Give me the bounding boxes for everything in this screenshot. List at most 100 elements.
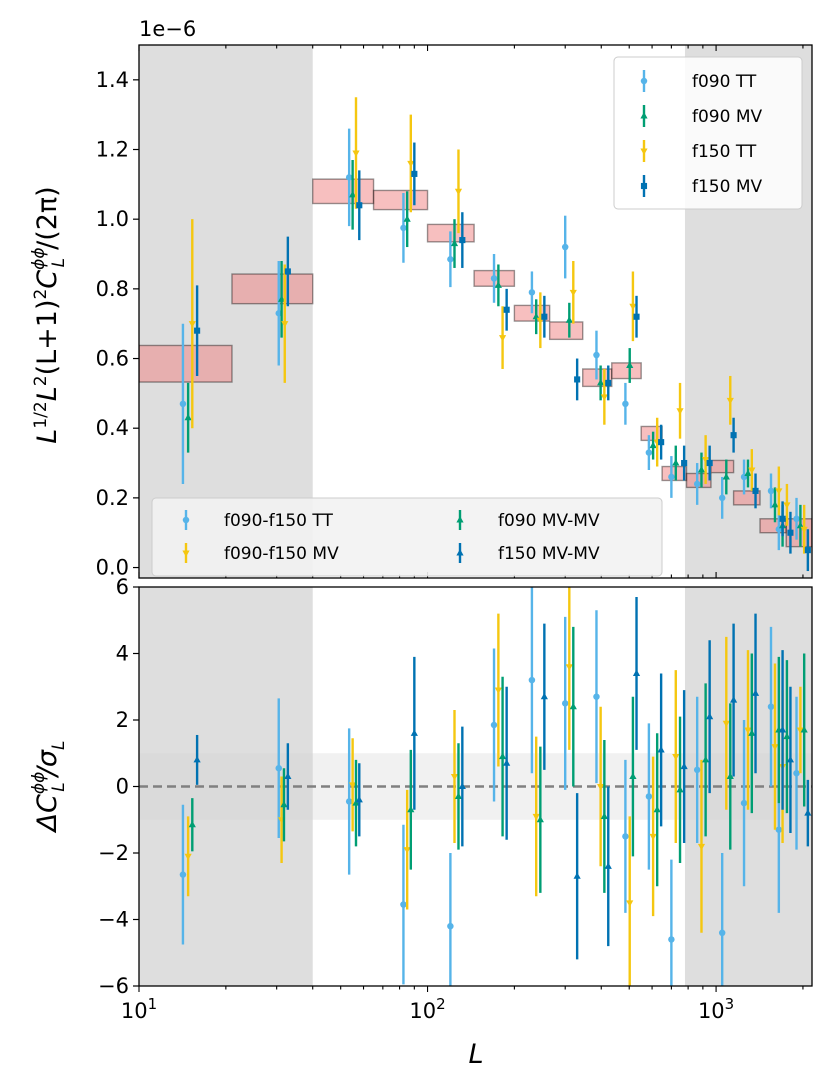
data-point [793,515,800,523]
data-point [629,772,637,780]
top-legend: f090 TT f090 MV f150 TT f150 MV [613,56,803,210]
legend-label: f090-f150 MV [224,544,339,564]
x-tick-label: 101 [121,995,157,1023]
data-point [355,795,363,803]
theory-box [661,465,688,482]
data-point [786,755,795,763]
series-f090-f150-mv [184,587,805,986]
data-point [407,160,415,168]
data-point [541,313,548,320]
data-point [194,327,201,334]
data-point [681,459,688,467]
data-point [498,335,507,342]
legend-marker [182,550,190,557]
legend-marker [640,148,648,155]
y-tick-label: −2 [98,841,129,865]
y-tick-label: 0.6 [96,347,129,371]
data-point [668,936,675,943]
data-point [498,752,507,760]
data-point [600,812,608,819]
y-tick-label: 0.8 [96,277,129,301]
theory-box [710,459,735,474]
data-point [528,676,536,684]
data-point [275,310,282,317]
data-point [532,813,540,821]
y-tick-label: 2 [116,708,129,732]
data-point [597,378,605,386]
data-point [740,799,748,807]
data-point [804,809,812,816]
data-point [767,703,775,710]
data-point [352,799,360,806]
legend-marker [456,549,464,556]
data-point [744,469,752,477]
data-point [626,900,634,907]
data-point [751,689,760,696]
series-f150-mv [194,142,811,572]
data-point [345,174,353,181]
data-point [622,400,629,408]
data-point [800,726,808,733]
data-point [284,772,292,780]
series-f090-tt [179,128,800,551]
offset-text: 1e−6 [139,17,196,41]
data-point [718,494,726,502]
data-point [775,826,783,833]
data-point [726,772,734,780]
data-point [540,692,548,700]
data-point [454,188,463,196]
theory-box [548,321,584,341]
data-point [744,727,752,734]
data-point [722,473,730,480]
data-point [771,744,779,751]
data-point [653,805,661,813]
data-point [726,397,734,405]
x-tick-label: 102 [409,995,445,1023]
data-point [569,702,577,710]
data-point [411,170,418,177]
bottom-ylabel: ΔCϕϕL/σL [29,741,69,834]
legend-label: f150 MV-MV [498,544,600,564]
data-point [450,774,459,781]
data-point [352,150,360,157]
data-point [188,820,196,828]
data-point [605,379,612,386]
data-point [778,726,787,733]
data-point [668,473,675,481]
data-point [787,529,794,536]
data-point [730,432,737,439]
y-tick-label: 0.2 [96,486,129,510]
data-point [702,755,710,763]
y-tick-label: 1.0 [96,207,129,231]
data-point [645,793,653,800]
legend-label: f150 MV [692,177,763,197]
data-point [573,872,581,879]
data-point [722,720,730,728]
data-point [494,687,502,695]
data-point [718,929,726,937]
data-point [490,721,498,729]
top-panel-frame [138,44,813,579]
data-point [561,243,569,251]
y-tick-label: 0 [116,775,129,799]
bottom-legend: f090-f150 TT f090-f150 MV f090 MV-MV f150 M… [151,497,663,577]
data-point [633,313,640,320]
data-point [597,783,605,791]
top-ylabel: L1/2L2(L+1)2CϕϕL/(2π) [29,186,69,443]
top-panel: 0.00.20.40.60.81.01.21.4 1e−6 f090 TTf09… [29,17,813,580]
y-tick-label: 1.2 [96,138,129,162]
data-point [450,239,459,247]
legend-marker [640,182,648,190]
data-point [528,289,536,296]
data-point [658,439,665,446]
data-point [593,351,600,359]
data-point [193,755,201,763]
data-point [447,256,454,263]
data-point [454,792,463,799]
theory-box [611,362,642,380]
legend-frame [151,497,663,577]
y-tick-label: 1.4 [96,68,129,92]
theory-box [640,425,663,442]
legend-marker [182,516,190,524]
data-point [702,457,710,464]
